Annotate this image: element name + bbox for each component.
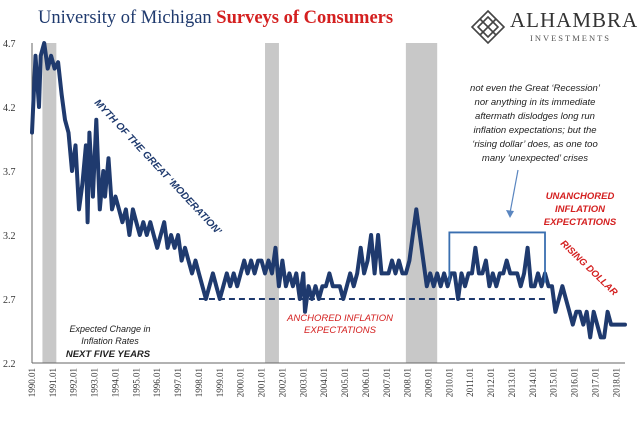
x-tick-label-14: 2004.01	[319, 368, 329, 397]
x-tick-label-16: 2006.01	[361, 368, 371, 397]
x-tick-label-9: 1999.01	[215, 368, 225, 397]
title-prefix: University of Michigan	[38, 8, 217, 28]
series-legend: Expected Change in Inflation Rates NEXT …	[66, 324, 151, 360]
annotation-unanchored-3: EXPECTATIONS	[544, 217, 617, 228]
x-tick-label-8: 1998.01	[194, 368, 204, 397]
annotation-unanchored-1: UNANCHORED	[546, 191, 615, 202]
title-emphasis: Surveys of Consumers	[216, 8, 394, 28]
legend-line-1: Expected Change in	[69, 324, 150, 334]
x-tick-label-27: 2017.01	[590, 368, 600, 397]
logo: ALHAMBRA INVESTMENTS	[470, 6, 638, 48]
note-line-2: nor anything in its immediate	[475, 97, 596, 108]
note-arrow-line	[509, 169, 519, 214]
x-tick-label-15: 2005.01	[340, 368, 350, 397]
legend-line-3: NEXT FIVE YEARS	[66, 349, 151, 360]
x-tick-label-7: 1997.01	[173, 368, 183, 397]
note-line-1: not even the Great ‘Recession’	[470, 83, 601, 94]
chart-title: University of Michigan Surveys of Consum…	[38, 8, 393, 29]
x-tick-label-5: 1995.01	[131, 368, 141, 397]
y-tick-label-1: 2.7	[3, 295, 16, 306]
x-tick-label-18: 2008.01	[403, 368, 413, 397]
x-tick-label-6: 1996.01	[152, 368, 162, 397]
x-tick-label-13: 2003.01	[298, 368, 308, 397]
x-tick-label-4: 1994.01	[110, 368, 120, 397]
x-tick-label-17: 2007.01	[382, 368, 392, 397]
x-tick-label-0: 1990.01	[27, 368, 37, 397]
x-tick-label-3: 1993.01	[90, 368, 100, 397]
y-tick-label-2: 3.2	[3, 231, 16, 242]
diamond-lattice-icon	[470, 9, 506, 45]
x-tick-label-12: 2002.01	[277, 368, 287, 397]
legend-line-2: Inflation Rates	[81, 336, 139, 346]
annotation-anchored-1: ANCHORED INFLATION	[286, 313, 393, 324]
x-tick-label-19: 2009.01	[423, 368, 433, 397]
unanchored-bracket	[448, 231, 546, 283]
axes: 2.2 2.7 3.2 3.7 4.2 4.7 1990.01 1991.01 1992.01 1…	[3, 39, 625, 397]
annotation-myth: MYTH OF THE GREAT ‘MODERATION’	[92, 98, 223, 238]
logo-subtitle: INVESTMENTS	[530, 33, 612, 43]
recession-bands	[42, 43, 438, 363]
x-tick-label-10: 2000.01	[236, 368, 246, 397]
y-tick-label-3: 3.7	[3, 167, 16, 178]
note-line-3: aftermath dislodges long run	[475, 111, 595, 122]
note-line-5: ‘rising dollar’ does, as one too	[472, 139, 598, 150]
x-tick-label-26: 2016.01	[570, 368, 580, 397]
annotation-rising-dollar: RISING DOLLAR	[558, 238, 620, 298]
x-tick-label-28: 2018.01	[611, 368, 621, 397]
y-tick-label-0: 2.2	[3, 359, 16, 370]
y-tick-label-5: 4.7	[3, 39, 16, 50]
x-tick-label-21: 2011.01	[465, 368, 475, 397]
y-tick-label-4: 4.2	[3, 103, 16, 114]
series-line-0	[30, 41, 627, 340]
x-tick-label-1: 1991.01	[48, 368, 58, 397]
bracket-layer	[448, 169, 546, 283]
note-line-4: inflation expectations; but the	[473, 125, 596, 136]
note-line-6: many ‘unexpected’ crises	[482, 153, 588, 164]
x-tick-label-22: 2012.01	[486, 368, 496, 397]
recession-band-2	[405, 43, 438, 363]
x-tick-label-23: 2013.01	[507, 368, 517, 397]
x-tick-label-11: 2001.01	[257, 368, 267, 397]
x-tick-label-2: 1992.01	[69, 368, 79, 397]
annotation-note: not even the Great ‘Recession’ nor anyth…	[470, 83, 601, 164]
x-tick-label-25: 2015.01	[549, 368, 559, 397]
note-arrowhead	[506, 210, 514, 218]
recession-band-0	[42, 43, 57, 363]
x-tick-label-24: 2014.01	[528, 368, 538, 397]
recession-band-1	[265, 43, 279, 363]
logo-name: ALHAMBRA	[510, 8, 639, 32]
annotation-anchored-2: EXPECTATIONS	[304, 325, 377, 336]
x-tick-label-20: 2010.01	[444, 368, 454, 397]
annotation-unanchored-2: INFLATION	[555, 204, 606, 215]
series-layer	[30, 41, 627, 340]
